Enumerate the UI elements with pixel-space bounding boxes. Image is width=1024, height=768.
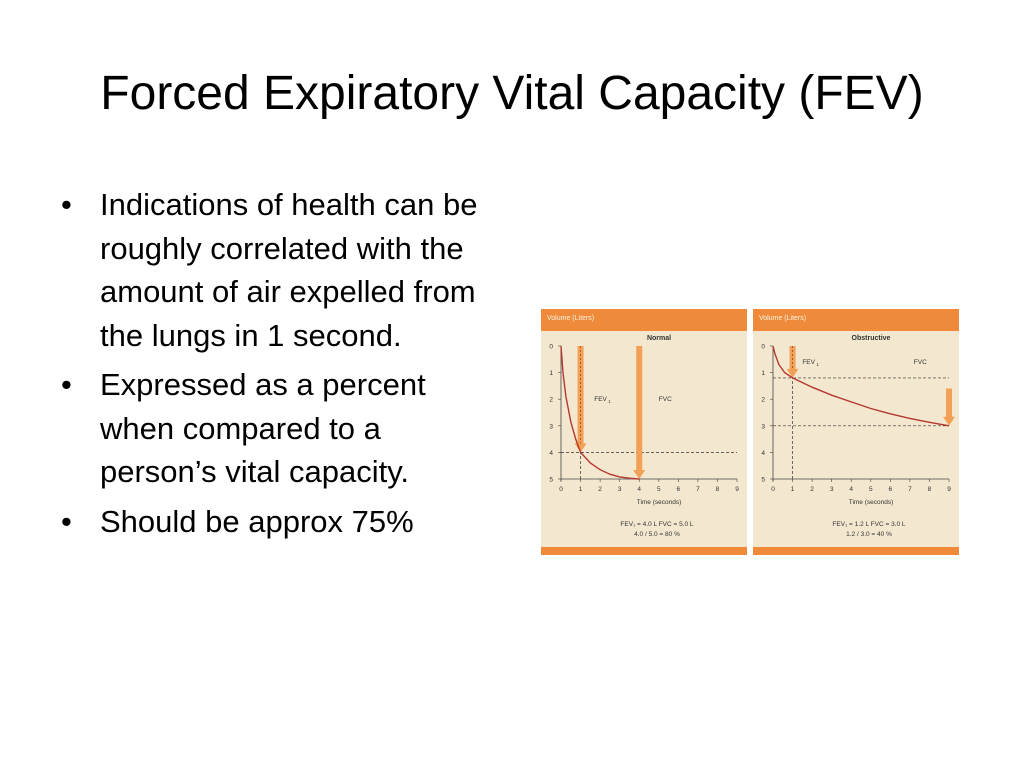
x-tick-label: 8 — [716, 486, 720, 493]
chart-header-bar: Volume (Liters) — [541, 309, 747, 331]
bullet-list: • Indications of health can be roughly c… — [58, 183, 478, 549]
fev1-label-subscript: 1 — [816, 362, 819, 367]
y-tick-label: 4 — [761, 450, 765, 457]
fev1-arrow-shaft — [789, 346, 796, 370]
caption-ratio: 1.2 / 3.0 = 40 % — [846, 531, 892, 538]
y-tick-label: 1 — [549, 370, 553, 377]
x-tick-label: 5 — [657, 486, 661, 493]
x-tick-label: 0 — [771, 486, 775, 493]
y-tick-label: 0 — [549, 344, 553, 351]
x-tick-label: 7 — [696, 486, 700, 493]
fev1-arrow-head — [786, 368, 799, 378]
fev1-label-subscript: 1 — [608, 399, 611, 404]
x-tick-label: 2 — [810, 486, 814, 493]
x-tick-label: 6 — [677, 486, 681, 493]
y-tick-label: 5 — [761, 477, 765, 484]
fvc-arrow-head — [943, 416, 955, 426]
bullet-dot: • — [61, 187, 72, 222]
x-tick-label: 6 — [889, 486, 893, 493]
x-tick-label: 0 — [559, 486, 563, 493]
fev1-arrow — [574, 346, 587, 453]
x-tick-label: 4 — [637, 486, 641, 493]
x-tick-label: 1 — [791, 486, 795, 493]
obstructive-spirometry-chart: Volume (Liters) Obstructive 0 1 2 3 4 5 0 1 2 3 4 5 6… — [753, 309, 959, 555]
x-tick-label: 4 — [849, 486, 853, 493]
y-tick-label: 5 — [549, 477, 553, 484]
bullet-text: Indications of health can be roughly cor… — [100, 187, 478, 353]
y-axis-label: Volume (Liters) — [759, 315, 807, 322]
y-tick-label: 4 — [549, 450, 553, 457]
fev1-label: FEV — [802, 359, 815, 366]
fvc-arrow-shaft — [946, 388, 952, 418]
chart-header-bar: Volume (Liters) — [753, 309, 959, 331]
fvc-arrow — [943, 388, 955, 426]
fvc-arrow-head — [633, 470, 646, 479]
x-tick-label: 3 — [618, 486, 622, 493]
fvc-arrow-shaft — [636, 346, 643, 471]
x-axis-label: Time (seconds) — [849, 499, 894, 506]
volume-curve — [560, 345, 640, 480]
bullet-item: • Indications of health can be roughly c… — [58, 183, 478, 357]
fev1-arrow — [786, 346, 799, 378]
x-tick-label: 1 — [579, 486, 583, 493]
x-axis-label: Time (seconds) — [637, 499, 682, 506]
y-tick-label: 2 — [549, 397, 553, 404]
bullet-text: Expressed as a percent when compared to … — [100, 367, 426, 489]
x-tick-label: 8 — [928, 486, 932, 493]
x-tick-label: 9 — [735, 486, 739, 493]
y-tick-label: 3 — [761, 423, 765, 430]
normal-spirometry-chart: Volume (Liters) Normal 0 1 2 3 4 5 0 1 2 3 4 5 6 7 8 9 Ti… — [541, 309, 747, 555]
caption-values: FEV₁ = 4.0 L FVC = 5.0 L — [620, 521, 694, 528]
x-tick-label: 7 — [908, 486, 912, 493]
bullet-text: Should be approx 75% — [100, 503, 414, 539]
chart-footer-bar — [541, 547, 747, 555]
bullet-item: • Should be approx 75% — [58, 500, 478, 544]
bullet-dot: • — [61, 503, 72, 539]
chart-title: Normal — [647, 335, 671, 342]
y-tick-label: 0 — [761, 344, 765, 351]
x-tick-label: 9 — [947, 486, 951, 493]
caption-values: FEV₁ = 1.2 L FVC = 3.0 L — [832, 521, 906, 528]
slide-title: Forced Expiratory Vital Capacity (FEV) — [100, 67, 924, 120]
fvc-label: FVC — [914, 359, 927, 366]
chart-footer-bar — [753, 547, 959, 555]
y-tick-label: 3 — [549, 423, 553, 430]
y-tick-label: 1 — [761, 370, 765, 377]
fvc-label: FVC — [659, 396, 672, 403]
caption-ratio: 4.0 / 5.0 = 80 % — [634, 531, 680, 538]
chart-title: Obstructive — [852, 335, 891, 342]
y-tick-label: 2 — [761, 397, 765, 404]
fev1-label: FEV — [594, 396, 607, 403]
bullet-dot: • — [61, 367, 72, 402]
x-tick-label: 3 — [830, 486, 834, 493]
fvc-arrow — [633, 346, 646, 479]
x-tick-label: 2 — [598, 486, 602, 493]
x-tick-label: 5 — [869, 486, 873, 493]
bullet-item: • Expressed as a percent when compared t… — [58, 363, 478, 494]
volume-curve — [772, 345, 950, 427]
y-axis-label: Volume (Liters) — [547, 315, 595, 322]
